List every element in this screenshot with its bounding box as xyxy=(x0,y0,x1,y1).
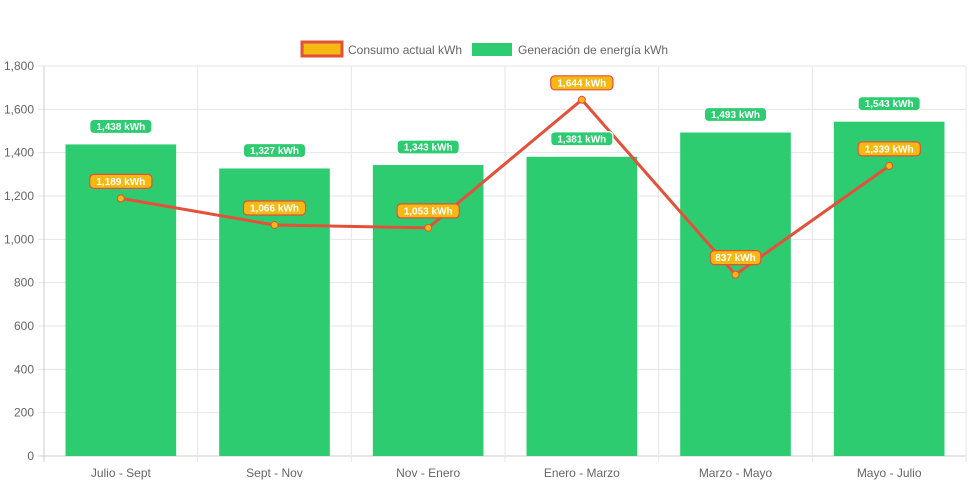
legend[interactable]: Consumo actual kWh Generación de energía… xyxy=(300,40,668,58)
line-value-label-box xyxy=(709,250,762,266)
y-tick-label: 200 xyxy=(14,406,34,420)
line-value-label-box xyxy=(550,75,614,91)
line-point[interactable] xyxy=(731,270,740,279)
line-value-label-text: 1,066 kWh xyxy=(250,204,299,215)
bar-value-label-text: 1,543 kWh xyxy=(865,99,914,110)
x-tick-label: Enero - Marzo xyxy=(544,466,620,480)
line-value-label-text: 1,053 kWh xyxy=(404,206,453,217)
line-point[interactable] xyxy=(577,95,586,104)
x-tick-label: Sept - Nov xyxy=(246,466,303,480)
line-point[interactable] xyxy=(270,221,279,230)
legend-item-consumo[interactable]: Consumo actual kWh xyxy=(300,40,462,58)
legend-label-consumo: Consumo actual kWh xyxy=(348,43,462,57)
line-value-label: 1,053 kWh xyxy=(396,203,460,219)
bar-value-label-box xyxy=(703,106,768,123)
line-value-label: 1,189 kWh xyxy=(89,173,153,189)
line-value-label-text: 837 kWh xyxy=(715,253,756,264)
bars xyxy=(65,121,945,457)
bar-value-label: 1,327 kWh xyxy=(242,142,307,159)
line-value-label: 1,339 kWh xyxy=(857,141,921,157)
legend-swatch-generacion xyxy=(472,43,512,56)
bar[interactable] xyxy=(65,144,177,456)
y-tick-label: 1,200 xyxy=(4,189,34,203)
data-labels: 1,438 kWh 1,327 kWh 1,343 kWh 1,381 kWh 1,49… xyxy=(89,75,921,266)
line-point[interactable] xyxy=(424,223,433,232)
y-tick-label: 400 xyxy=(14,362,34,376)
y-tick-label: 600 xyxy=(14,319,34,333)
bar-value-label-text: 1,327 kWh xyxy=(250,146,299,157)
line-value-label: 1,644 kWh xyxy=(550,75,614,91)
line-value-label-text: 1,339 kWh xyxy=(865,144,914,155)
line-value-label-box xyxy=(396,203,460,219)
bar-value-label: 1,381 kWh xyxy=(550,131,614,147)
y-tick-label: 1,800 xyxy=(4,59,34,73)
line-value-label-text: 1,644 kWh xyxy=(557,78,606,89)
x-tick-label: Marzo - Mayo xyxy=(699,466,773,480)
bar[interactable] xyxy=(526,156,638,457)
legend-item-generacion[interactable]: Generación de energía kWh xyxy=(472,43,668,57)
line-point[interactable] xyxy=(116,194,125,203)
line-point[interactable] xyxy=(885,161,894,170)
bar-value-label-box xyxy=(242,142,307,159)
line-value-label-box xyxy=(242,200,307,216)
x-tick-label: Julio - Sept xyxy=(91,466,152,480)
y-tick-label: 1,400 xyxy=(4,146,34,160)
y-tick-label: 1,600 xyxy=(4,102,34,116)
bar-value-label-box xyxy=(89,118,153,135)
line-value-label-box xyxy=(857,141,921,157)
line-value-label-text: 1,189 kWh xyxy=(96,177,145,188)
x-tick-label: Nov - Enero xyxy=(396,466,460,480)
legend-label-generacion: Generación de energía kWh xyxy=(518,43,668,57)
bar-value-label-text: 1,493 kWh xyxy=(711,110,760,121)
y-tick-label: 0 xyxy=(27,449,34,463)
bar-value-label-box xyxy=(857,96,921,112)
line-value-label: 1,066 kWh xyxy=(242,200,307,216)
bar-value-label-text: 1,381 kWh xyxy=(557,134,606,145)
y-axis: 0 200 400 600 800 1,000 1,200 1,400 1,600 1,800 xyxy=(4,59,34,463)
bar-value-label: 1,493 kWh xyxy=(703,106,768,123)
bar-value-label-box xyxy=(550,131,614,147)
bar[interactable] xyxy=(680,132,791,456)
line-value-label-box xyxy=(89,173,153,189)
y-tick-label: 1,000 xyxy=(4,232,34,246)
y-tick-label: 800 xyxy=(14,276,34,290)
bar-value-label-text: 1,438 kWh xyxy=(96,122,145,133)
bar-value-label: 1,543 kWh xyxy=(857,96,921,112)
bar[interactable] xyxy=(833,121,945,456)
legend-swatch-consumo xyxy=(300,40,344,58)
bar-value-label-box xyxy=(396,139,460,155)
bar-value-label-text: 1,343 kWh xyxy=(404,143,453,154)
bar[interactable] xyxy=(219,168,330,456)
line-value-label: 837 kWh xyxy=(709,250,762,266)
bar-value-label: 1,438 kWh xyxy=(89,118,153,135)
x-axis: Julio - Sept Sept - Nov Nov - Enero Enero -… xyxy=(91,466,922,480)
x-tick-label: Mayo - Julio xyxy=(857,466,922,480)
grid xyxy=(38,65,967,462)
bar-value-label: 1,343 kWh xyxy=(396,139,460,155)
